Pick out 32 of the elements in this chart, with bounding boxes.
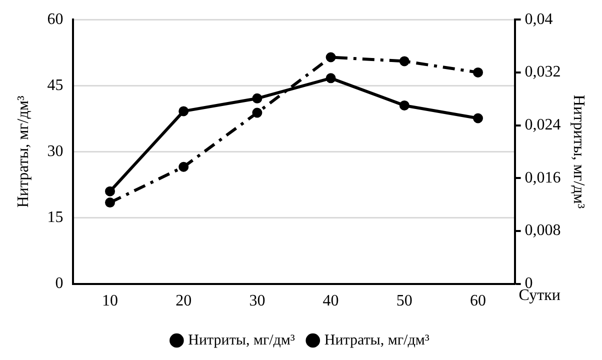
y2-tick-label: 0,04	[524, 10, 553, 28]
x-tick-label: 60	[470, 292, 486, 310]
x-tick-label: 50	[396, 292, 412, 310]
point	[399, 56, 410, 66]
x-tick-label: 20	[176, 292, 192, 310]
legend-label: Нитриты, мг/дм³	[188, 332, 296, 348]
point	[399, 100, 410, 110]
y2-tick-label: 0,032	[524, 64, 561, 81]
point	[252, 108, 262, 118]
y2-axis-title: Нитриты, мг/дм³	[570, 94, 588, 209]
y-tick-label: 15	[47, 208, 64, 226]
y-tick-label: 0	[55, 275, 64, 292]
x-tick-label: 30	[249, 292, 266, 310]
legend-label: Нитраты, мг/дм³	[324, 332, 430, 348]
point	[473, 67, 483, 78]
y-axis-title: Нитраты, мг/дм³	[14, 96, 32, 208]
x-tick-label: 10	[102, 292, 118, 310]
x-tick-label: 40	[322, 292, 339, 310]
point	[105, 186, 115, 196]
point	[178, 162, 189, 172]
y-tick-label: 30	[47, 142, 64, 160]
point	[105, 198, 115, 208]
y-tick-label: 45	[47, 76, 64, 94]
point	[178, 106, 189, 116]
y2-tick-label: 0,016	[524, 169, 561, 186]
y2-tick-label: 0,024	[524, 116, 561, 134]
point	[326, 52, 336, 62]
y-tick-label: 60	[47, 10, 64, 28]
point	[252, 93, 262, 104]
point	[473, 113, 483, 124]
point	[326, 73, 336, 84]
y2-tick-label: 0,008	[524, 222, 561, 240]
